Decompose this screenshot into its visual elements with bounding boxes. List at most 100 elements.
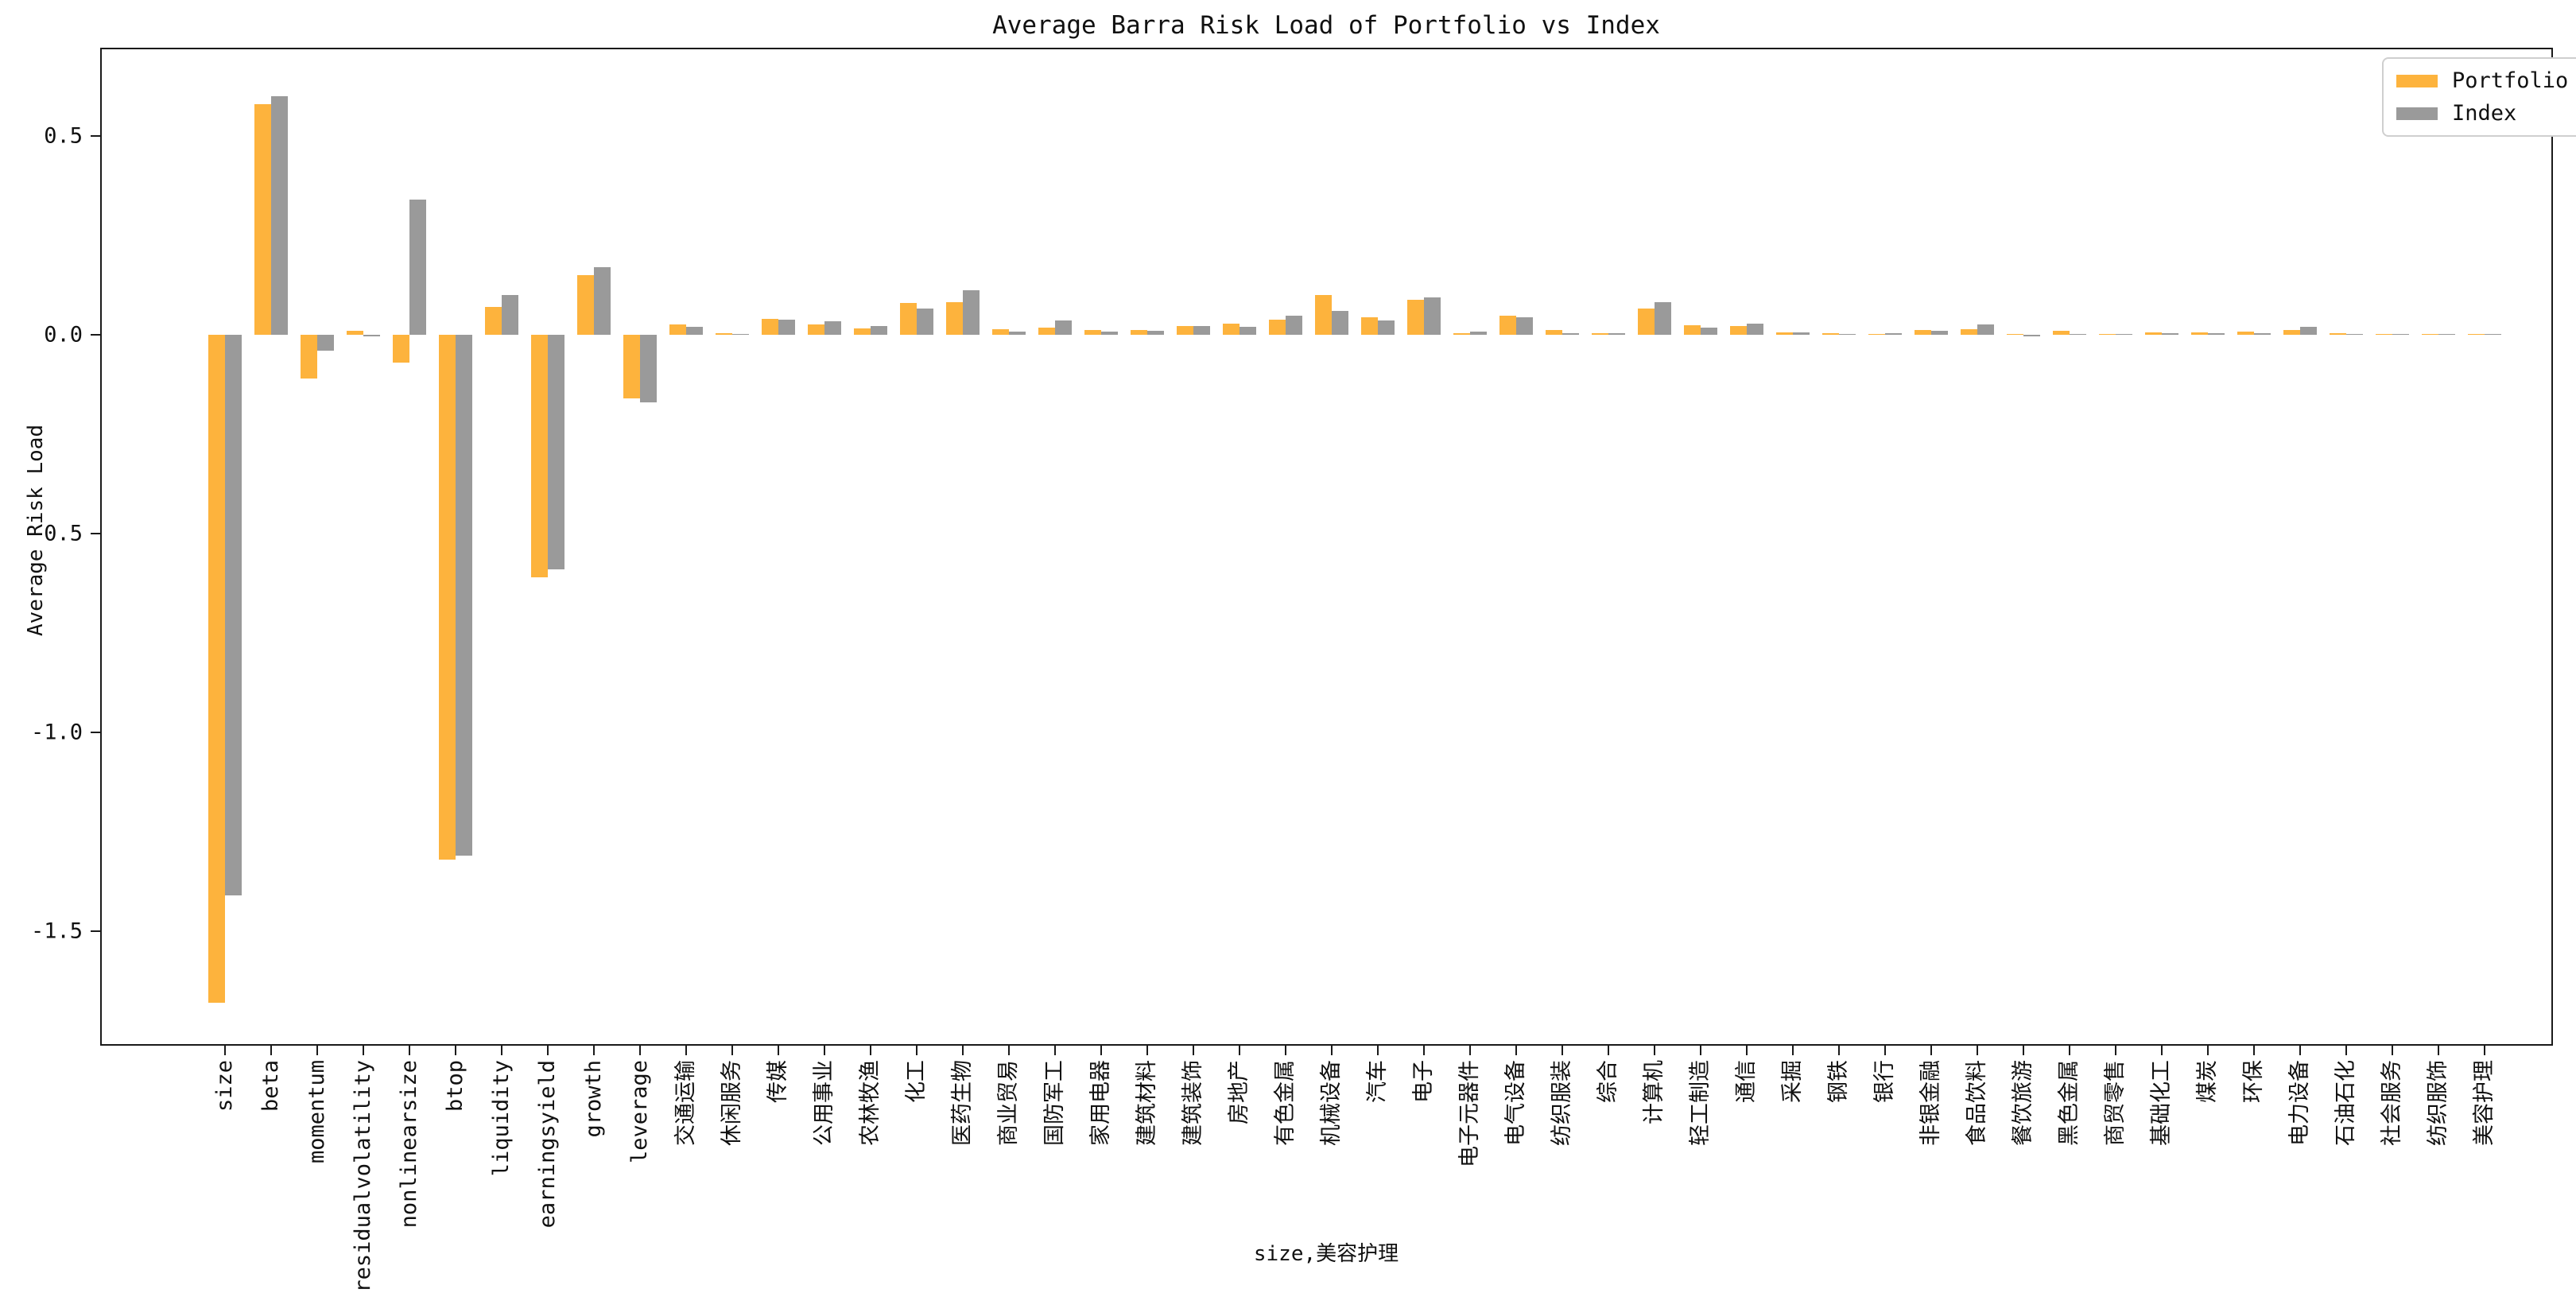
bar-index-医药生物	[963, 289, 980, 335]
bar-portfolio-钢铁	[1822, 332, 1839, 335]
x-tick-mark	[1193, 1046, 1194, 1055]
x-tick-mark	[270, 1046, 272, 1055]
legend-label-index: Index	[2452, 101, 2517, 126]
bar-index-基础化工	[2162, 332, 2178, 335]
bar-index-growth	[594, 267, 611, 335]
y-tick-label: -0.5	[30, 521, 83, 546]
x-tick-mark	[1469, 1046, 1471, 1055]
x-tick-mark	[547, 1046, 549, 1055]
y-tick-mark	[91, 533, 100, 534]
bar-index-交通运输	[686, 326, 703, 335]
bar-portfolio-通信	[1730, 325, 1747, 335]
x-tick-mark	[1100, 1046, 1102, 1055]
bar-index-residualvolatility	[363, 335, 380, 336]
x-tick-mark	[1054, 1046, 1056, 1055]
bar-index-有色金属	[1286, 315, 1302, 335]
bar-portfolio-size	[208, 335, 225, 1003]
bar-portfolio-电子元器件	[1453, 332, 1470, 335]
bar-index-建筑装饰	[1193, 326, 1210, 335]
x-tick-mark	[1608, 1046, 1609, 1055]
x-tick-mark	[2484, 1046, 2485, 1055]
bar-portfolio-基础化工	[2145, 332, 2162, 335]
bar-index-房地产	[1240, 326, 1256, 335]
x-tick-mark	[2438, 1046, 2439, 1055]
x-tick-mark	[2345, 1046, 2347, 1055]
bar-portfolio-纺织服装	[1546, 329, 1562, 335]
bar-portfolio-环保	[2237, 331, 2254, 335]
bar-index-建筑材料	[1147, 330, 1164, 335]
bar-index-momentum	[317, 335, 334, 351]
bar-index-商贸零售	[2116, 333, 2132, 335]
x-tick-mark	[1331, 1046, 1333, 1055]
x-tick-mark	[593, 1046, 595, 1055]
bar-index-earningsyield	[548, 335, 564, 569]
y-tick-mark	[91, 732, 100, 733]
x-tick-mark	[2207, 1046, 2209, 1055]
index-swatch-icon	[2396, 107, 2438, 120]
bar-portfolio-leverage	[623, 335, 640, 398]
x-tick-mark	[501, 1046, 502, 1055]
bar-portfolio-计算机	[1638, 308, 1655, 335]
bar-index-商业贸易	[1009, 331, 1026, 335]
bar-index-beta	[271, 96, 288, 335]
y-tick-label: -1.5	[30, 918, 83, 944]
bar-portfolio-农林牧渔	[854, 328, 871, 335]
bar-portfolio-医药生物	[946, 302, 963, 335]
bar-index-电力设备	[2300, 327, 2317, 335]
bar-index-银行	[1885, 333, 1902, 335]
bar-portfolio-商贸零售	[2099, 333, 2116, 335]
bar-portfolio-餐饮旅游	[2007, 333, 2023, 335]
x-tick-label-49: 美容护理	[2472, 1060, 2496, 1146]
x-tick-label-36: 银行	[1872, 1060, 1897, 1103]
x-axis-label: size,美容护理	[1253, 1242, 1399, 1266]
bar-index-电子元器件	[1470, 331, 1487, 335]
bar-index-纺织服饰	[2438, 333, 2455, 335]
bar-portfolio-石油石化	[2330, 333, 2346, 335]
x-tick-mark	[1008, 1046, 1010, 1055]
x-tick-mark	[1930, 1046, 1932, 1055]
x-tick-mark	[962, 1046, 964, 1055]
bar-portfolio-传媒	[762, 319, 778, 335]
bar-portfolio-机械设备	[1315, 294, 1332, 335]
bar-portfolio-商业贸易	[992, 328, 1009, 335]
bar-portfolio-residualvolatility	[347, 331, 363, 335]
bar-portfolio-公用事业	[808, 324, 824, 335]
bar-portfolio-家用电器	[1084, 329, 1101, 335]
y-tick-label: 0.5	[44, 123, 83, 149]
bar-portfolio-momentum	[301, 335, 317, 379]
x-tick-mark	[731, 1046, 733, 1055]
legend-label-portfolio: Portfolio	[2452, 68, 2569, 93]
portfolio-swatch-icon	[2396, 74, 2438, 87]
bar-index-环保	[2254, 332, 2271, 335]
bar-portfolio-社会服务	[2376, 333, 2392, 335]
bar-portfolio-电子	[1407, 299, 1424, 335]
bar-index-食品饮料	[1977, 324, 1994, 335]
x-tick-mark	[2299, 1046, 2301, 1055]
x-tick-mark	[778, 1046, 779, 1055]
bar-portfolio-beta	[254, 104, 271, 335]
x-tick-mark	[639, 1046, 641, 1055]
bar-index-传媒	[778, 320, 795, 335]
bar-index-美容护理	[2485, 333, 2501, 335]
bar-index-liquidity	[502, 295, 518, 335]
bar-portfolio-有色金属	[1269, 320, 1286, 335]
bar-index-休闲服务	[732, 333, 749, 335]
bar-index-餐饮旅游	[2023, 335, 2040, 336]
x-tick-label-30: 综合	[1596, 1060, 1620, 1103]
x-tick-mark	[2161, 1046, 2163, 1055]
x-tick-mark	[1977, 1046, 1978, 1055]
bar-index-leverage	[640, 335, 657, 402]
bar-index-家用电器	[1101, 331, 1118, 335]
x-tick-mark	[1884, 1046, 1886, 1055]
bar-index-煤炭	[2208, 332, 2225, 335]
x-tick-mark	[363, 1046, 364, 1055]
x-tick-mark	[824, 1046, 825, 1055]
x-tick-mark	[2023, 1046, 2024, 1055]
x-tick-mark	[1792, 1046, 1794, 1055]
x-tick-mark	[409, 1046, 410, 1055]
bar-index-黑色金属	[2070, 333, 2086, 335]
x-tick-mark	[1654, 1046, 1655, 1055]
x-tick-label-26: 电子	[1411, 1060, 1436, 1103]
x-tick-label-12: 传媒	[766, 1060, 790, 1103]
x-tick-mark	[1746, 1046, 1748, 1055]
